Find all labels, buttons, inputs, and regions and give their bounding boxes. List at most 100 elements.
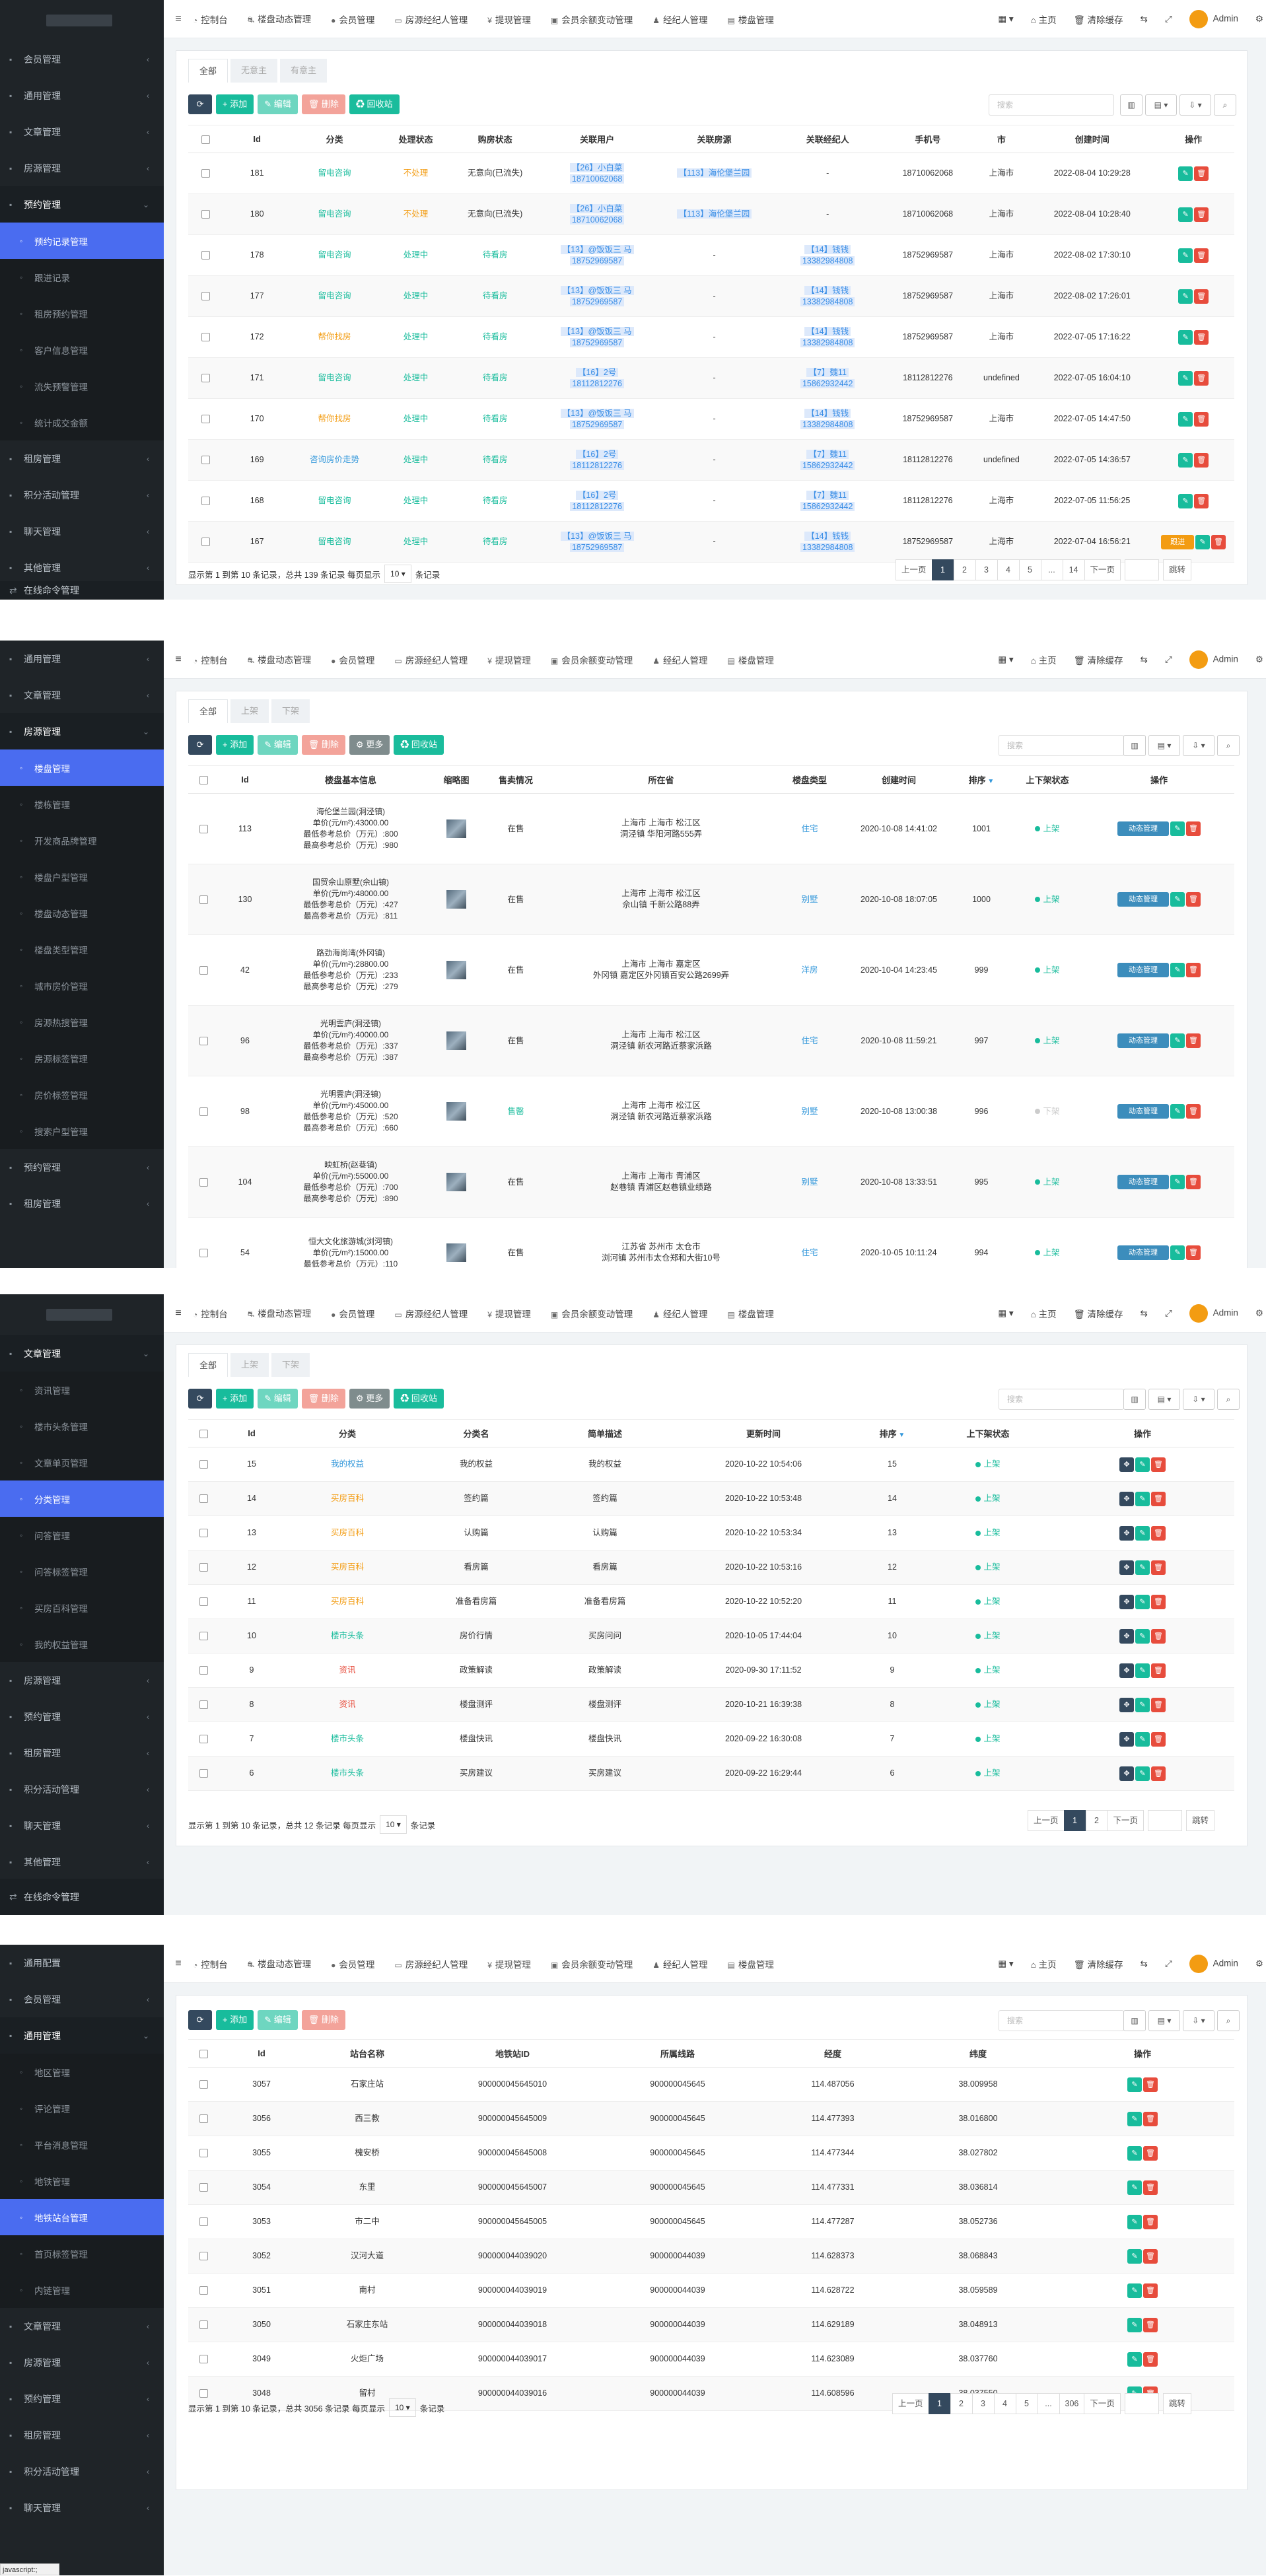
view-toggle-button[interactable]: ▤ ▾ xyxy=(1148,2010,1180,2031)
thumbnail-image[interactable] xyxy=(446,1102,466,1121)
delete-icon[interactable]: 🗑 xyxy=(1143,2283,1158,2298)
delete-icon[interactable]: 🗑 xyxy=(1194,370,1209,386)
delete-icon[interactable]: 🗑 xyxy=(1143,2317,1158,2332)
user-menu[interactable]: Admin xyxy=(1189,10,1238,28)
column-header[interactable]: 所在省 xyxy=(549,765,773,794)
dynamic-manage-button[interactable]: 动态管理 xyxy=(1117,1175,1169,1189)
clear-cache-button[interactable]: 🗑 清除缓存 xyxy=(1073,15,1123,25)
column-header[interactable]: Id xyxy=(219,765,271,794)
edit-icon[interactable]: ✎ xyxy=(1178,166,1193,181)
home-link[interactable]: ⌂ 主页 xyxy=(1030,15,1057,25)
column-header[interactable]: 售卖情况 xyxy=(483,765,549,794)
columns-toggle-button[interactable]: ▥ xyxy=(1123,2010,1146,2031)
page-link[interactable]: 5 xyxy=(1018,559,1041,580)
export-button[interactable]: ⇩ ▾ xyxy=(1183,2010,1214,2031)
top-nav-item[interactable]: ¥ 提现管理 xyxy=(487,653,531,666)
sidebar-item[interactable]: ◦ 跟进记录 xyxy=(0,259,164,295)
page-size-select[interactable]: 10 ▾ xyxy=(380,1815,407,1834)
sidebar-item[interactable]: ◦ 问答管理 xyxy=(0,1517,164,1553)
page-link[interactable]: 上一页 xyxy=(1028,1810,1065,1831)
top-nav-item[interactable]: ▣ 会员余额变动管理 xyxy=(551,653,633,666)
sidebar-item[interactable]: ◦ 楼市头条管理 xyxy=(0,1408,164,1444)
row-checkbox[interactable] xyxy=(199,2320,208,2330)
top-nav-item[interactable]: ♟ 经纪人管理 xyxy=(652,653,707,666)
sidebar-item[interactable]: ◦ 客户信息管理 xyxy=(0,331,164,368)
column-header[interactable]: 排序 ▼ xyxy=(859,1419,925,1447)
edit-icon[interactable]: ✎ xyxy=(1170,1245,1185,1260)
shelf-status[interactable]: 上架 xyxy=(983,1562,1001,1572)
category-link[interactable]: 帮你找房 xyxy=(318,332,351,341)
sidebar-item[interactable]: ▪ 预约管理 ‹ xyxy=(0,2381,164,2417)
column-header[interactable]: 更新时间 xyxy=(668,1419,859,1447)
edit-icon[interactable]: ✎ xyxy=(1170,1104,1185,1119)
view-toggle-button[interactable]: ▤ ▾ xyxy=(1145,94,1177,116)
column-header[interactable]: 创建时间 xyxy=(1032,125,1153,153)
sidebar-item[interactable]: ▪ 租房管理 ‹ xyxy=(0,2417,164,2453)
sidebar-item[interactable]: ◦ 买房百科管理 xyxy=(0,1589,164,1626)
sidebar-item[interactable]: ▪ 积分活动管理 ‹ xyxy=(0,2453,164,2489)
sidebar-item[interactable]: ◦ 内链管理 xyxy=(0,2272,164,2308)
more-button[interactable]: ⚙ 更多 xyxy=(349,1389,390,1409)
house-link[interactable]: 【113】海伦堡兰园 xyxy=(676,209,752,219)
page-link[interactable]: 上一页 xyxy=(892,2393,929,2414)
thumbnail-image[interactable] xyxy=(446,890,466,909)
dynamic-manage-button[interactable]: 动态管理 xyxy=(1117,1104,1169,1119)
category-link[interactable]: 买房百科 xyxy=(330,1528,364,1537)
delete-icon[interactable]: 🗑 xyxy=(1194,452,1209,468)
columns-toggle-button[interactable]: ▥ xyxy=(1123,1389,1146,1410)
row-checkbox[interactable] xyxy=(199,2080,208,2089)
top-nav-item[interactable]: ▣ 会员余额变动管理 xyxy=(551,1957,633,1970)
delete-icon[interactable]: 🗑 xyxy=(1151,1594,1166,1609)
column-header[interactable]: Id xyxy=(219,2039,304,2068)
top-nav-item[interactable]: ⛐ 楼盘动态管理 xyxy=(248,12,311,26)
row-checkbox[interactable] xyxy=(199,965,208,975)
sidebar-item[interactable]: ▪ 预约管理 ‹ xyxy=(0,1698,164,1735)
sidebar-item[interactable]: ▪ 房源管理 ‹ xyxy=(0,2344,164,2381)
row-checkbox[interactable] xyxy=(199,2252,208,2261)
sidebar-item[interactable]: ◦ 地区管理 xyxy=(0,2054,164,2090)
sidebar-item[interactable]: ◦ 地铁管理 xyxy=(0,2163,164,2199)
shelf-status[interactable]: 上架 xyxy=(1043,894,1060,904)
add-button[interactable]: + 添加 xyxy=(216,1389,254,1409)
column-header[interactable]: 排序 ▼ xyxy=(952,765,1011,794)
top-nav-item[interactable]: ¥ 提现管理 xyxy=(487,13,531,26)
shelf-status[interactable]: 上架 xyxy=(983,1528,1001,1537)
edit-icon[interactable]: ✎ xyxy=(1178,411,1193,427)
user-link[interactable]: 【16】2号 xyxy=(575,449,619,459)
top-nav-item[interactable]: ◔ 控制台 xyxy=(193,1307,228,1320)
delete-icon[interactable]: 🗑 xyxy=(1186,821,1201,836)
edit-icon[interactable]: ✎ xyxy=(1127,2351,1142,2367)
column-header[interactable]: 站台名称 xyxy=(304,2039,430,2068)
top-nav-item[interactable]: ▭ 房源经纪人管理 xyxy=(394,13,468,26)
sidebar-item[interactable]: ▪ 其他管理 ‹ xyxy=(0,1844,164,1880)
jump-button[interactable]: 跳转 xyxy=(1186,1810,1215,1831)
category-link[interactable]: 买房百科 xyxy=(330,1597,364,1606)
column-header[interactable]: 操作 xyxy=(1051,1419,1234,1447)
page-link[interactable]: 2 xyxy=(1085,1810,1108,1831)
category-link[interactable]: 留电咨询 xyxy=(318,209,351,219)
grid-menu-icon[interactable]: ▦ ▾ xyxy=(998,1959,1014,1968)
shelf-status[interactable]: 下架 xyxy=(1043,1106,1060,1116)
top-nav-item[interactable]: ● 会员管理 xyxy=(331,1957,374,1970)
export-button[interactable]: ⇩ ▾ xyxy=(1183,1389,1214,1410)
category-link[interactable]: 帮你找房 xyxy=(318,414,351,423)
sidebar-item[interactable]: ◦ 资讯管理 xyxy=(0,1372,164,1408)
edit-button[interactable]: ✎ 编辑 xyxy=(258,1389,298,1409)
edit-icon[interactable]: ✎ xyxy=(1135,1697,1150,1712)
shelf-status[interactable]: 上架 xyxy=(983,1665,1001,1675)
grid-menu-icon[interactable]: ▦ ▾ xyxy=(998,14,1014,24)
edit-icon[interactable]: ✎ xyxy=(1178,370,1193,386)
row-checkbox[interactable] xyxy=(199,1036,208,1045)
filter-tab[interactable]: 全部 xyxy=(188,1353,229,1377)
export-button[interactable]: ⇩ ▾ xyxy=(1179,94,1211,116)
delete-icon[interactable]: 🗑 xyxy=(1194,411,1209,427)
user-link[interactable]: 【13】@饭饭三 马 xyxy=(560,531,634,541)
top-nav-item[interactable]: ● 会员管理 xyxy=(331,653,374,666)
delete-button[interactable]: 🗑 删除 xyxy=(301,1389,345,1409)
view-toggle-button[interactable]: ▤ ▾ xyxy=(1148,735,1180,756)
sidebar-item[interactable]: ▪ 其他管理 ‹ xyxy=(0,549,164,586)
column-header[interactable]: 楼盘基本信息 xyxy=(271,765,430,794)
delete-icon[interactable]: 🗑 xyxy=(1151,1628,1166,1644)
translate-icon[interactable]: ⇆ xyxy=(1140,14,1148,24)
edit-icon[interactable]: ✎ xyxy=(1135,1457,1150,1472)
